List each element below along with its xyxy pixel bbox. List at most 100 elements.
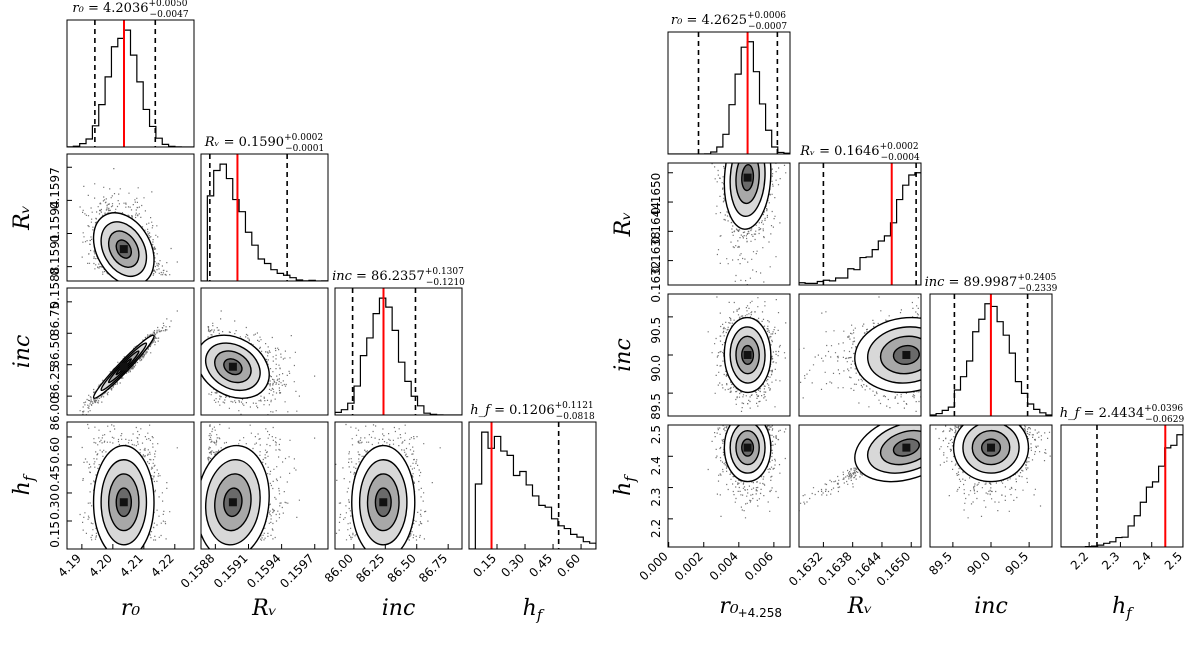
density-peak <box>743 350 752 359</box>
x-tick-label: 4.21 <box>117 551 146 580</box>
y-tick-label: 0.1594 <box>48 200 62 242</box>
panel-right-inc-vs-inc: inc = 89.9987+0.2405 −0.2339 <box>925 273 1058 417</box>
panel-content <box>799 163 921 285</box>
density-peak <box>119 362 128 371</box>
x-tick-label: 90.5 <box>1002 549 1031 578</box>
panel-title-inc: inc = 86.2357+0.1307 −0.1210 <box>332 267 465 288</box>
x-tick-label: 0.1591 <box>211 551 251 591</box>
x-axis-label-hf: hf <box>1112 594 1134 622</box>
panel-title-inc: inc = 89.9987+0.2405 −0.2339 <box>925 273 1058 294</box>
panel-left-inc-vs-Rv <box>200 287 329 416</box>
histogram-Rv <box>201 163 328 281</box>
density-peak <box>379 498 388 507</box>
panel-frame <box>200 421 329 550</box>
panel-frame <box>667 424 791 548</box>
density-peak <box>743 173 752 182</box>
panel-content <box>707 294 787 412</box>
y-tick-label: 86.50 <box>48 333 62 367</box>
panel-left-hf-vs-r0: 4.19 4.20 4.21 4.22 r₀ 0.150.300.450.60 hf <box>10 421 195 621</box>
x-tick-label: 86.25 <box>353 551 387 585</box>
y-tick-label: 0.1632 <box>649 261 663 303</box>
x-tick-label: 0.006 <box>742 549 776 583</box>
panel-right-inc-vs-r0: 89.5 90.0 90.5 inc <box>611 293 791 420</box>
panel-frame <box>66 153 195 282</box>
x-tick-label: 0.1594 <box>244 551 284 591</box>
y-tick-label: 86.00 <box>48 396 62 430</box>
y-tick-label: 90.5 <box>649 317 663 344</box>
y-tick-label: 0.1644 <box>649 202 663 244</box>
y-axis-label-Rv: Rᵥ <box>611 212 636 238</box>
panel-frame <box>798 424 922 548</box>
x-axis-label-inc: inc <box>382 596 416 621</box>
y-tick-label: 86.25 <box>48 365 62 399</box>
y-tick-label: 0.1650 <box>649 173 663 215</box>
panel-frame <box>798 162 922 286</box>
y-tick-label: 2.4 <box>649 456 663 475</box>
histogram-r0 <box>668 41 790 154</box>
panel-content <box>799 294 921 412</box>
panel-right-inc-vs-Rv <box>798 293 922 417</box>
panel-left-Rv-vs-Rv: Rᵥ = 0.1590+0.0002 −0.0001 <box>200 133 329 282</box>
x-tick-label: 0.1588 <box>178 551 218 591</box>
panel-frame <box>798 293 922 417</box>
density-peak <box>119 498 128 507</box>
x-tick-label: 86.00 <box>322 551 356 585</box>
density-peak <box>119 245 128 254</box>
y-tick-label: 0.1638 <box>649 231 663 273</box>
panel-content <box>335 422 441 549</box>
panel-frame <box>1060 424 1184 548</box>
histogram-Rv <box>799 172 921 285</box>
y-tick-label: 0.15 <box>48 521 62 548</box>
panel-frame <box>667 31 791 155</box>
panel-title-r0: r₀ = 4.2036+0.0050 −0.0047 <box>72 0 188 20</box>
y-tick-label: 0.30 <box>48 493 62 520</box>
x-tick-label: 4.20 <box>86 551 115 580</box>
density-peak <box>902 443 911 452</box>
panel-content <box>469 422 596 549</box>
panel-right-hf-vs-hf: h_f = 2.4434+0.0396 −0.0629 2.2 2.3 2.4 2.5 hf <box>1060 404 1185 622</box>
x-tick-label: 90.0 <box>964 549 993 578</box>
x-tick-label: 2.3 <box>1099 549 1122 572</box>
x-tick-label: 89.5 <box>926 549 955 578</box>
panel-title-hf: h_f = 0.1206+0.1121 −0.0818 <box>470 401 595 422</box>
x-axis-offset: +4.258 <box>738 606 782 620</box>
y-tick-label: 2.3 <box>649 488 663 507</box>
histogram-inc <box>335 297 462 415</box>
y-tick-label: 0.1597 <box>48 167 62 209</box>
x-tick-label: 4.19 <box>55 551 84 580</box>
panel-content <box>67 20 194 147</box>
panel-left-hf-vs-hf: h_f = 0.1206+0.1121 −0.0818 0.15 0.30 0.45 0.… <box>468 401 597 624</box>
panel-content <box>707 425 787 519</box>
x-axis-label-r0: r₀ <box>719 594 739 619</box>
y-axis-label-inc: inc <box>611 338 636 372</box>
y-tick-label: 0.60 <box>48 437 62 464</box>
density-peak <box>902 350 911 359</box>
panel-content <box>668 32 790 154</box>
scatter-points <box>707 294 787 412</box>
panel-right-r0-vs-r0: r₀ = 4.2625+0.0006 −0.0007 <box>667 11 791 155</box>
panel-content <box>335 288 462 415</box>
panel-left-inc-vs-inc: inc = 86.2357+0.1307 −0.1210 <box>332 267 465 416</box>
x-axis-label-r0: r₀ <box>121 596 141 621</box>
panel-title-hf: h_f = 2.4434+0.0396 −0.0629 <box>1060 404 1185 425</box>
density-peak <box>987 443 996 452</box>
x-tick-label: 86.75 <box>416 551 450 585</box>
y-axis-label-hf: hf <box>611 474 639 496</box>
density-peak <box>228 362 237 371</box>
corner-left: r₀ = 4.2036+0.0050 −0.00470.15880.15910.1… <box>10 0 597 624</box>
y-tick-label: 89.5 <box>649 393 663 420</box>
density-peak <box>228 498 237 507</box>
panel-content <box>1061 425 1183 547</box>
panel-frame <box>929 293 1053 417</box>
panel-frame <box>66 421 195 550</box>
x-axis-label-Rv: Rᵥ <box>251 596 277 621</box>
panel-content <box>79 422 178 549</box>
y-axis-label-inc: inc <box>10 335 35 369</box>
y-tick-label: 2.5 <box>649 425 663 444</box>
panel-right-Rv-vs-Rv: Rᵥ = 0.1646+0.0002 −0.0004 <box>798 142 922 286</box>
panel-title-r0: r₀ = 4.2625+0.0006 −0.0007 <box>671 11 787 32</box>
